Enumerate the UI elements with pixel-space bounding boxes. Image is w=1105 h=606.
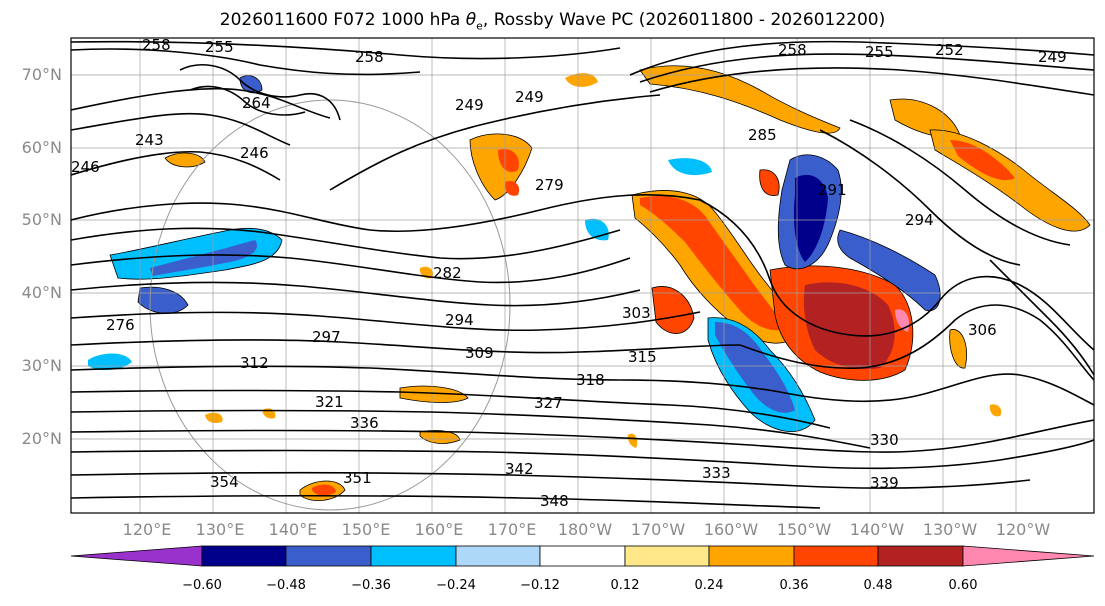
lon-label: 130°E bbox=[195, 520, 245, 539]
map-frame bbox=[70, 37, 1095, 514]
contour-label: 348 bbox=[540, 492, 569, 510]
contour-label: 264 bbox=[242, 94, 271, 112]
lat-label: 40°N bbox=[21, 283, 62, 302]
contour-label: 333 bbox=[702, 464, 731, 482]
lat-label: 30°N bbox=[21, 356, 62, 375]
contour-label: 258 bbox=[355, 48, 384, 66]
lon-label: 150°W bbox=[776, 520, 832, 539]
lon-label: 140°W bbox=[849, 520, 905, 539]
contour-label: 282 bbox=[433, 264, 462, 282]
colorbar-tick: 0.60 bbox=[948, 578, 978, 593]
lat-label: 20°N bbox=[21, 429, 62, 448]
gridlines bbox=[71, 38, 1094, 513]
map-field: 258 255 258 258 255 252 249 249 249 243 … bbox=[71, 36, 1094, 513]
contour-label: 321 bbox=[315, 393, 344, 411]
contour-label: 339 bbox=[870, 474, 899, 492]
contour-label: 258 bbox=[142, 36, 171, 54]
figure-title: 2026011600 F072 1000 hPa θe, Rossby Wave… bbox=[219, 10, 886, 33]
lat-label: 60°N bbox=[21, 138, 62, 157]
contour-label: 294 bbox=[445, 311, 474, 329]
contour-label: 279 bbox=[535, 176, 564, 194]
contour-label: 315 bbox=[628, 348, 657, 366]
contour-label: 246 bbox=[71, 158, 100, 176]
contour-labels: 258 255 258 258 255 252 249 249 249 243 … bbox=[71, 36, 1067, 510]
contour-label: 354 bbox=[210, 473, 239, 491]
contour-label: 249 bbox=[1038, 48, 1067, 66]
lon-label: 140°E bbox=[268, 520, 318, 539]
lon-label: 180°W bbox=[557, 520, 613, 539]
lon-label: 150°E bbox=[341, 520, 391, 539]
colorbar-extend-high bbox=[962, 545, 1095, 567]
colorbar-tick: −0.12 bbox=[520, 578, 560, 593]
contour-label: 252 bbox=[935, 41, 964, 59]
contour-label: 249 bbox=[455, 96, 484, 114]
colorbar-tick: 0.48 bbox=[863, 578, 893, 593]
colorbar-tick: −0.60 bbox=[182, 578, 222, 593]
contour-label: 297 bbox=[312, 328, 341, 346]
lon-label: 170°W bbox=[630, 520, 686, 539]
contour-label: 255 bbox=[205, 38, 234, 56]
contour-label: 312 bbox=[240, 354, 269, 372]
colorbar-tick: −0.24 bbox=[436, 578, 476, 593]
contour-label: 309 bbox=[465, 344, 494, 362]
lat-label: 70°N bbox=[21, 65, 62, 84]
colorbar-tick: 0.12 bbox=[610, 578, 640, 593]
contour-label: 306 bbox=[968, 321, 997, 339]
contour-label: 294 bbox=[905, 211, 934, 229]
contour-label: 342 bbox=[505, 460, 534, 478]
anomaly-shading bbox=[88, 65, 1091, 501]
contour-label: 291 bbox=[818, 181, 847, 199]
colorbar-extend-low bbox=[70, 545, 203, 567]
lon-label: 170°E bbox=[487, 520, 537, 539]
contour-label: 255 bbox=[865, 43, 894, 61]
contour-label: 258 bbox=[778, 41, 807, 59]
contour-label: 249 bbox=[515, 88, 544, 106]
colorbar-tick: −0.48 bbox=[266, 578, 306, 593]
colorbar bbox=[70, 545, 1095, 567]
colorbar-tick: 0.24 bbox=[694, 578, 724, 593]
contour-label: 351 bbox=[343, 469, 372, 487]
contour-label: 276 bbox=[106, 316, 135, 334]
lon-label: 130°W bbox=[922, 520, 978, 539]
lon-label: 160°E bbox=[414, 520, 464, 539]
contour-label: 318 bbox=[576, 371, 605, 389]
lon-label: 160°W bbox=[703, 520, 759, 539]
contour-label: 336 bbox=[350, 414, 379, 432]
lon-label: 120°E bbox=[122, 520, 172, 539]
contour-label: 243 bbox=[135, 131, 164, 149]
colorbar-tick: 0.36 bbox=[779, 578, 809, 593]
contour-label: 327 bbox=[534, 394, 563, 412]
contour-label: 303 bbox=[622, 304, 651, 322]
theta-e-contours bbox=[71, 40, 1094, 509]
contour-label: 246 bbox=[240, 144, 269, 162]
contour-label: 330 bbox=[870, 431, 899, 449]
contour-label: 285 bbox=[748, 126, 777, 144]
lon-label: 120°W bbox=[995, 520, 1051, 539]
colorbar-tick: −0.36 bbox=[351, 578, 391, 593]
lat-label: 50°N bbox=[21, 210, 62, 229]
